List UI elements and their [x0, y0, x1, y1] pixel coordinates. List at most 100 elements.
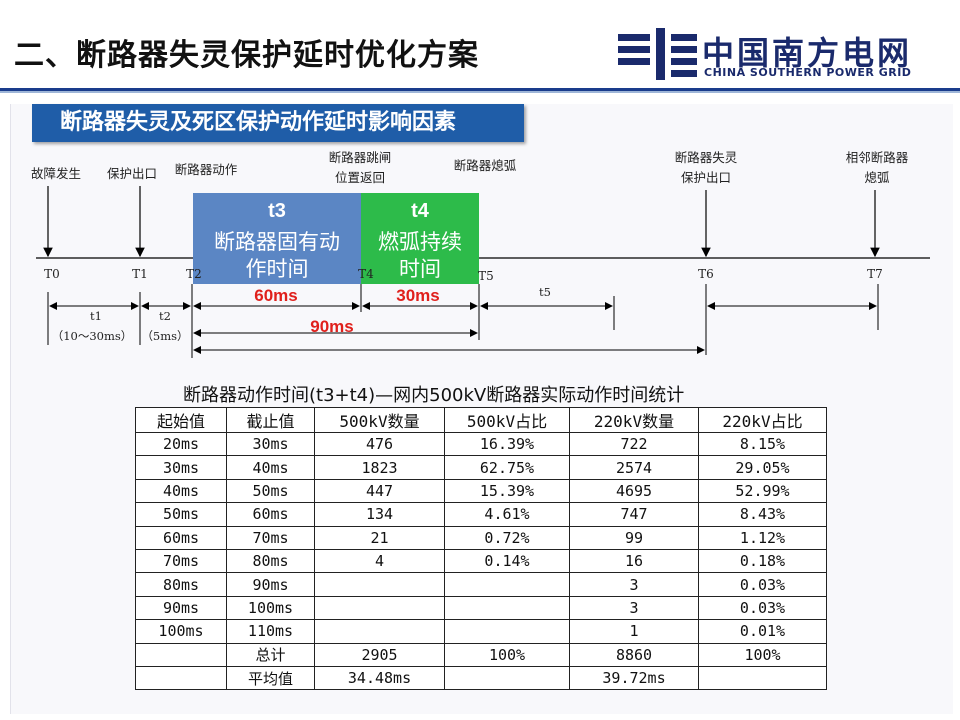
table-row: 60ms 70ms 21 0.72% 99 1.12% [135, 525, 827, 550]
table-cell: 1823 [314, 455, 445, 480]
statistics-table: 起始值 截止值 500kV数量 500kV占比 220kV数量 220kV占比 … [135, 407, 827, 691]
table-row: 20ms 30ms 476 16.39% 722 8.15% [135, 431, 827, 457]
table-row: 80ms 90ms 3 0.03% [135, 572, 827, 597]
event-label: 断路器跳闸 [329, 150, 392, 165]
section-banner: 断路器失灵及死区保护动作延时影响因素 [32, 104, 524, 142]
table-cell: 0.72% [444, 525, 570, 550]
header-rule [0, 88, 960, 91]
event-label: 位置返回 [335, 170, 385, 185]
table-cell: 476 [314, 431, 445, 457]
t3-label: t3 [268, 200, 286, 222]
column-header: 截止值 [226, 407, 315, 433]
table-cell: 90ms [135, 595, 227, 621]
interval-label: t5 [539, 285, 551, 299]
header-rule-light [0, 91, 960, 93]
table-cell: 62.75% [444, 455, 570, 480]
table-cell: 30ms [135, 455, 227, 480]
event-label: 保护出口 [107, 166, 157, 181]
table-cell: 8.43% [698, 502, 827, 527]
t4-description: 时间 [399, 257, 441, 281]
table-cell: 3 [569, 572, 699, 597]
table-cell: 21 [314, 525, 445, 550]
table-cell: 1.12% [698, 525, 827, 550]
table-cell: 747 [569, 502, 699, 527]
table-cell: 3 [569, 595, 699, 621]
table-cell: 722 [569, 431, 699, 457]
table-cell: 40ms [226, 455, 315, 480]
table-average-row: 平均值 34.48ms 39.72ms [135, 665, 827, 691]
logo-chinese-name: 中国南方电网 [702, 34, 913, 72]
table-cell: 60ms [226, 502, 315, 527]
table-cell: 0.03% [698, 595, 827, 621]
table-cell: 0.01% [698, 619, 827, 644]
t4-label: t4 [411, 200, 430, 222]
table-cell: 4 [314, 548, 445, 574]
interval-label: （5ms） [141, 329, 188, 343]
interval-label: t1 [90, 309, 102, 323]
total-220kv-percent: 100% [698, 642, 827, 667]
column-header: 220kV占比 [698, 407, 827, 433]
table-cell: 4.61% [444, 502, 570, 527]
total-500kv-count: 2905 [314, 642, 445, 667]
table-row: 90ms 100ms 3 0.03% [135, 595, 827, 621]
table-cell: 0.03% [698, 572, 827, 597]
column-header: 500kV数量 [314, 407, 445, 433]
table-cell [444, 572, 570, 597]
duration-label: 60ms [254, 286, 297, 305]
interval-label: （10～30ms） [52, 329, 133, 343]
table-cell: 40ms [135, 478, 227, 504]
table-cell: 110ms [226, 619, 315, 644]
tick-label: T1 [132, 267, 148, 281]
t3-description: 作时间 [246, 257, 309, 281]
table-cell: 50ms [226, 478, 315, 504]
table-cell: 16 [569, 548, 699, 574]
table-total-row: 总计 2905 100% 8860 100% [135, 642, 827, 667]
page-title: 二、断路器失灵保护延时优化方案 [14, 38, 479, 73]
event-label: 断路器动作 [175, 162, 238, 177]
tick-label: T0 [44, 267, 60, 281]
table-cell: 2574 [569, 455, 699, 480]
event-label: 断路器失灵 [675, 150, 738, 165]
table-row: 40ms 50ms 447 15.39% 4695 52.99% [135, 478, 827, 504]
table-cell [698, 665, 827, 691]
interval-label: t2 [159, 309, 171, 323]
table-cell [314, 595, 445, 621]
table-title: 断路器动作时间(t3+t4)—网内500kV断路器实际动作时间统计 [183, 385, 685, 406]
table-cell: 99 [569, 525, 699, 550]
table-cell: 90ms [226, 572, 315, 597]
t3-box [193, 193, 361, 284]
table-row: 30ms 40ms 1823 62.75% 2574 29.05% [135, 455, 827, 480]
table-cell [314, 619, 445, 644]
tick-label: T4 [358, 267, 374, 281]
logo-english-name: CHINA SOUTHERN POWER GRID [704, 66, 912, 79]
table-cell [135, 642, 227, 667]
tick-label: T7 [867, 267, 883, 281]
table-cell: 29.05% [698, 455, 827, 480]
table-cell [444, 619, 570, 644]
t3-description: 断路器固有动 [214, 230, 340, 254]
column-header: 220kV数量 [569, 407, 699, 433]
tick-label: T2 [186, 267, 202, 281]
table-cell: 60ms [135, 525, 227, 550]
total-500kv-percent: 100% [444, 642, 570, 667]
table-cell: 100ms [135, 619, 227, 644]
table-cell: 0.14% [444, 548, 570, 574]
table-cell: 447 [314, 478, 445, 504]
average-500kv: 34.48ms [314, 665, 445, 691]
t4-box [361, 193, 479, 284]
event-label: 熄弧 [864, 170, 890, 185]
average-220kv: 39.72ms [569, 665, 699, 691]
event-label: 保护出口 [681, 170, 731, 185]
total-220kv-count: 8860 [569, 642, 699, 667]
table-cell [444, 665, 570, 691]
table-cell: 50ms [135, 502, 227, 527]
table-row: 70ms 80ms 4 0.14% 16 0.18% [135, 548, 827, 574]
column-header: 起始值 [135, 407, 227, 433]
total-label: 总计 [226, 642, 315, 667]
table-cell: 70ms [135, 548, 227, 574]
tick-label: T6 [698, 267, 714, 281]
table-cell: 70ms [226, 525, 315, 550]
average-label: 平均值 [226, 665, 315, 691]
table-cell: 15.39% [444, 478, 570, 504]
table-row: 100ms 110ms 1 0.01% [135, 619, 827, 644]
